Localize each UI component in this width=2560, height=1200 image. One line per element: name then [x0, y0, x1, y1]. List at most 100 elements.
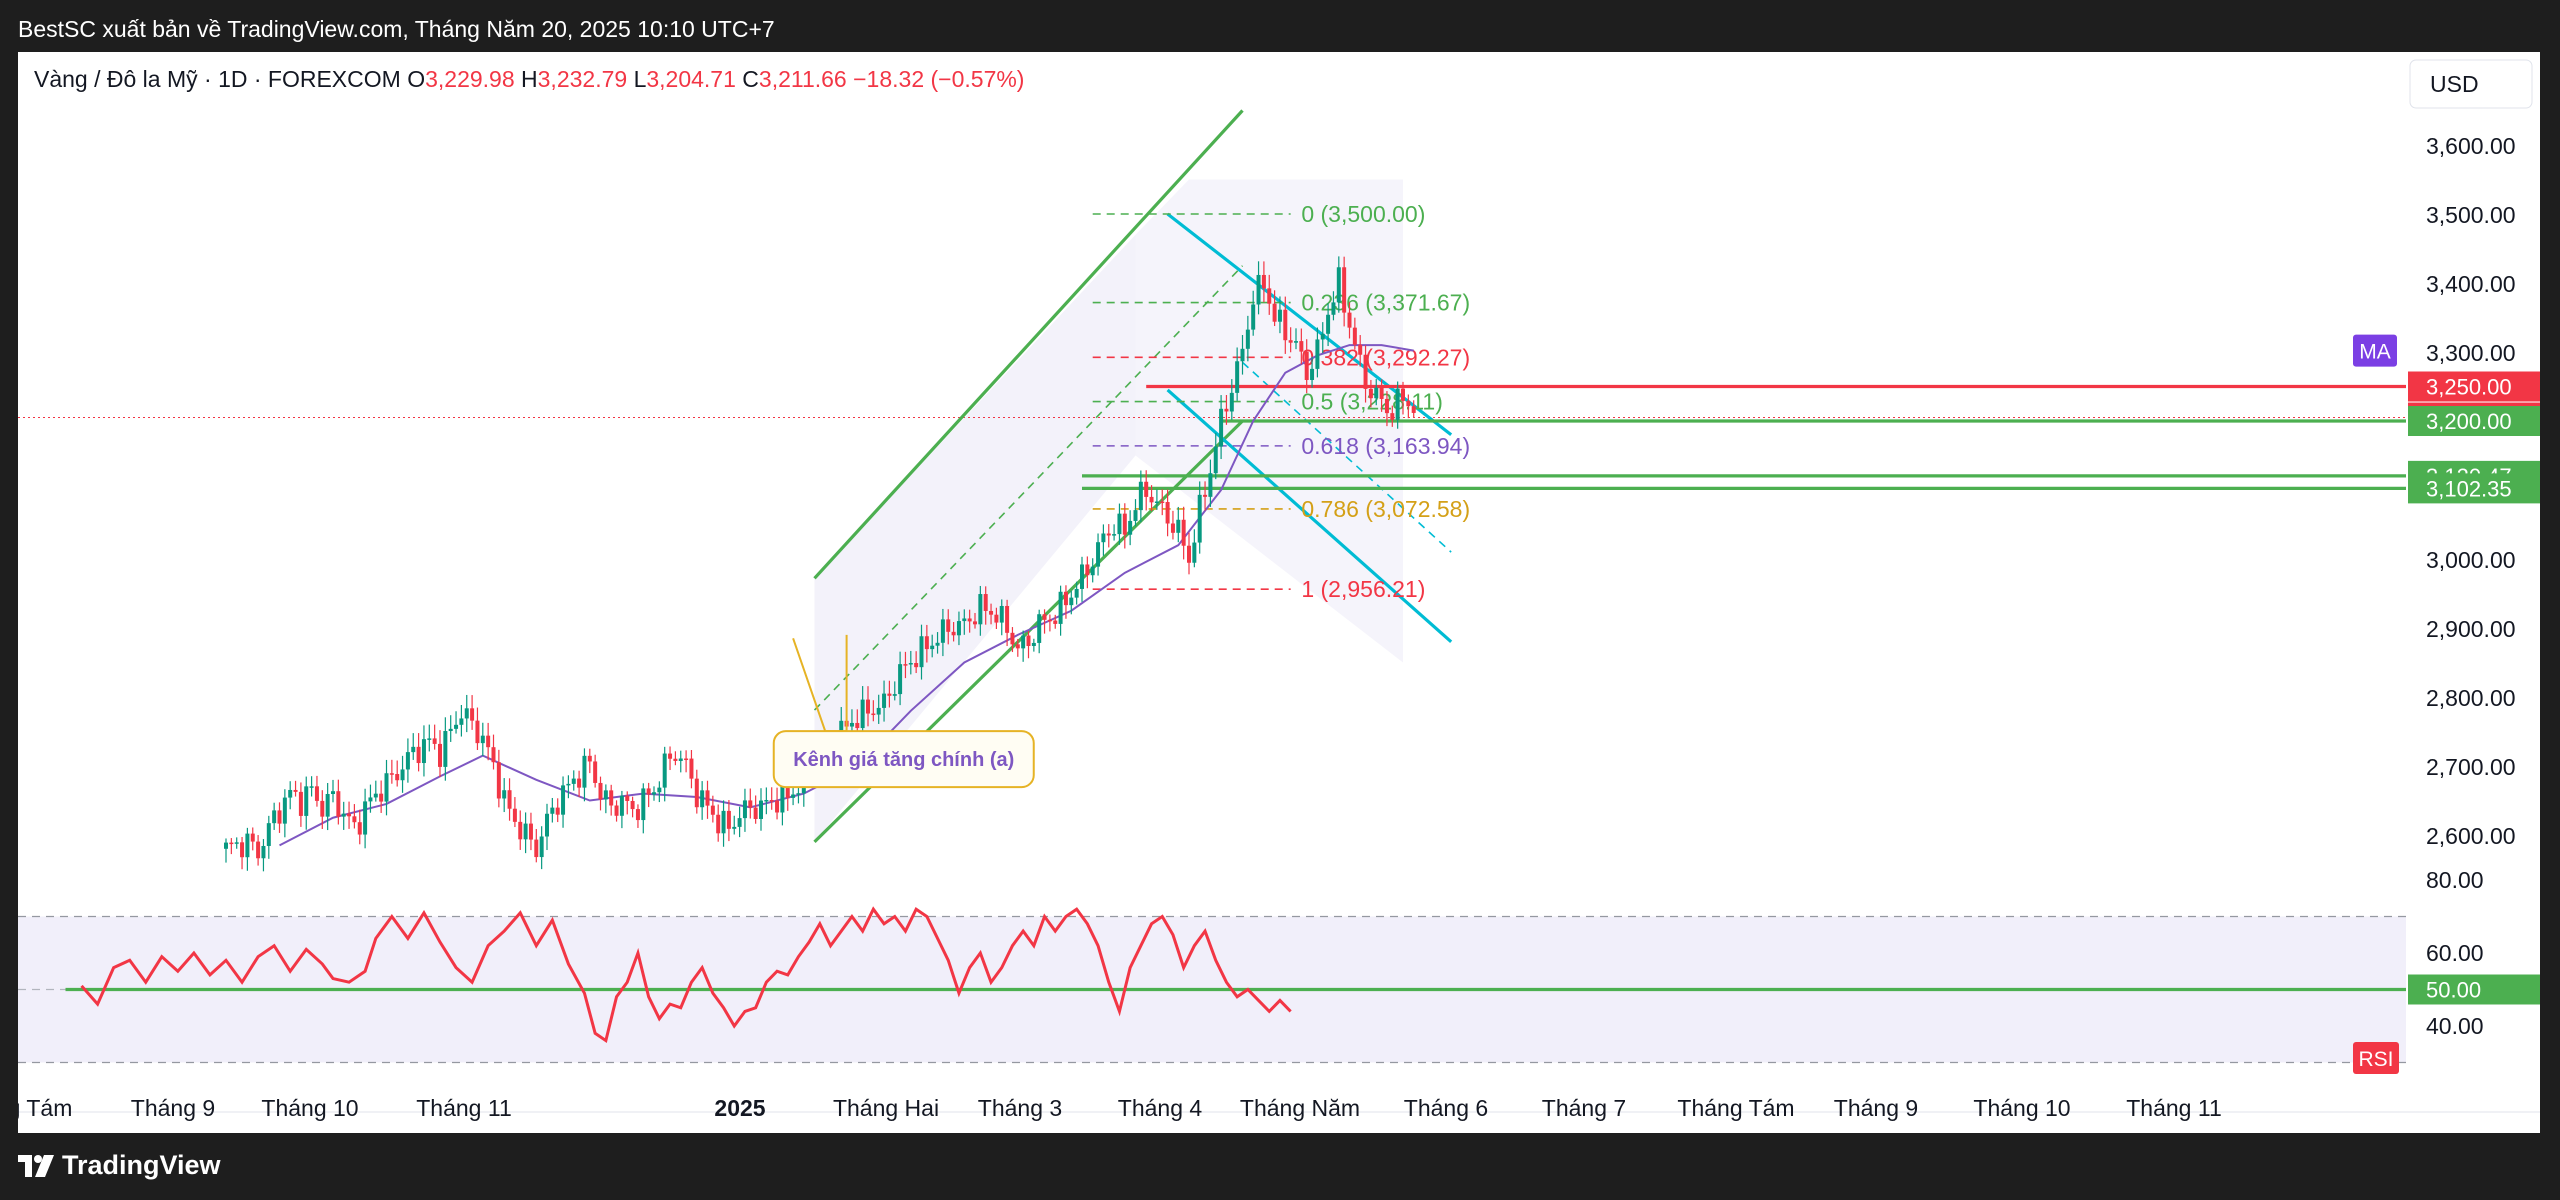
- candle-body: [1149, 496, 1154, 503]
- candle-body: [1192, 542, 1197, 563]
- tradingview-logo[interactable]: TradingView: [18, 1150, 221, 1181]
- fib-level-label: 1 (2,956.21): [1301, 576, 1425, 602]
- candle-body: [994, 614, 999, 623]
- candle-body: [368, 797, 373, 802]
- ma-badge: [2353, 334, 2397, 367]
- candle-body: [1015, 644, 1020, 649]
- candle-body: [400, 769, 405, 781]
- candle-body: [304, 786, 309, 816]
- candle-body: [962, 618, 967, 622]
- candle-body: [1390, 413, 1395, 420]
- candle-body: [1283, 309, 1288, 341]
- candle-body: [539, 836, 544, 858]
- candle-body: [347, 813, 352, 817]
- price-tick-label: 2,900.00: [2426, 616, 2516, 642]
- candle-body: [732, 826, 737, 829]
- candle-body: [860, 699, 865, 729]
- candle-body: [1170, 523, 1175, 533]
- candle-body: [491, 747, 496, 763]
- candle-body: [250, 833, 255, 842]
- candle-body: [662, 753, 667, 788]
- time-tick-label: g Tám: [18, 1095, 72, 1121]
- candle-body: [705, 790, 710, 806]
- candle-body: [951, 631, 956, 636]
- brand-name: TradingView: [62, 1150, 221, 1180]
- candle-body: [892, 694, 897, 696]
- candle-body: [587, 755, 592, 762]
- candle-body: [480, 735, 485, 744]
- candle-body: [742, 800, 747, 819]
- candle-body: [475, 720, 480, 744]
- legend-part: O: [407, 66, 425, 92]
- candle-body: [325, 793, 330, 817]
- price-chart[interactable]: 0 (3,500.00) 0.236 (3,371.67) 0.382 (3,292…: [18, 52, 2540, 1133]
- candle-body: [502, 790, 507, 799]
- candle-body: [261, 845, 266, 859]
- footer-bar: [0, 1133, 2560, 1200]
- tradingview-icon: [18, 1154, 54, 1177]
- candle-body: [309, 786, 314, 788]
- time-tick-label: 2025: [714, 1095, 765, 1121]
- candle-body: [598, 782, 603, 800]
- candle-body: [678, 758, 683, 761]
- candle-body: [384, 773, 389, 802]
- time-tick-label: Tháng Năm: [1240, 1095, 1360, 1121]
- candle-body: [780, 784, 785, 813]
- legend-part: Vàng / Đô la Mỹ · 1D · FOREXCOM: [34, 66, 407, 92]
- candle-body: [940, 619, 945, 643]
- candle-body: [229, 842, 234, 845]
- candle-body: [1406, 400, 1411, 407]
- candle-body: [1010, 632, 1015, 645]
- candle-body: [614, 805, 619, 816]
- candle-body: [470, 708, 475, 721]
- time-tick-label: Tháng 9: [1834, 1095, 1918, 1121]
- candle-body: [1213, 446, 1218, 474]
- candle-body: [282, 797, 287, 824]
- candle-body: [1347, 312, 1352, 328]
- chart-panel[interactable]: 0 (3,500.00) 0.236 (3,371.67) 0.382 (3,292…: [18, 52, 2540, 1133]
- candle-body: [1133, 510, 1138, 521]
- candle-body: [459, 718, 464, 725]
- candle-body: [700, 790, 705, 808]
- candle-body: [438, 743, 442, 767]
- price-badge-label: 3,250.00: [2426, 375, 2512, 400]
- candle-body: [753, 807, 758, 819]
- candle-body: [1331, 302, 1336, 315]
- candle-body: [507, 790, 512, 809]
- legend-part: C: [742, 66, 759, 92]
- candle-body: [1122, 513, 1127, 535]
- rsi-level-badge: [2408, 974, 2540, 1005]
- candle-body: [1261, 274, 1266, 289]
- rsi-tick-label: 40.00: [2426, 1013, 2484, 1039]
- time-tick-label: Tháng 9: [131, 1095, 215, 1121]
- candle-body: [737, 818, 742, 827]
- time-tick-label: Tháng 7: [1542, 1095, 1626, 1121]
- candle-body: [609, 790, 614, 806]
- candle-body: [1363, 354, 1368, 389]
- candle-body: [619, 795, 624, 816]
- legend-part: 3,211.66: [759, 66, 853, 92]
- uptrend-channel-mid: [813, 265, 1244, 711]
- price-badge: [2408, 406, 2540, 436]
- candle-body: [336, 791, 341, 817]
- candle-body: [908, 663, 913, 665]
- candle-body: [405, 752, 410, 770]
- candle-body: [443, 731, 448, 767]
- candle-body: [1063, 591, 1068, 606]
- price-badge: [2408, 473, 2540, 504]
- candle-body: [1021, 635, 1026, 649]
- candle-body: [1037, 614, 1042, 643]
- candle-body: [855, 722, 860, 729]
- candle-body: [999, 605, 1004, 623]
- candle-body: [641, 788, 646, 821]
- candle-body: [791, 794, 796, 798]
- candle-body: [919, 636, 924, 668]
- candle-body: [352, 816, 357, 823]
- candle-body: [1272, 303, 1277, 322]
- candle-body: [1384, 398, 1389, 414]
- candle-body: [571, 778, 576, 784]
- fib-level-label: 0 (3,500.00): [1301, 201, 1425, 227]
- candle-body: [1411, 406, 1416, 413]
- candle-body: [935, 642, 940, 646]
- candle-body: [389, 773, 394, 775]
